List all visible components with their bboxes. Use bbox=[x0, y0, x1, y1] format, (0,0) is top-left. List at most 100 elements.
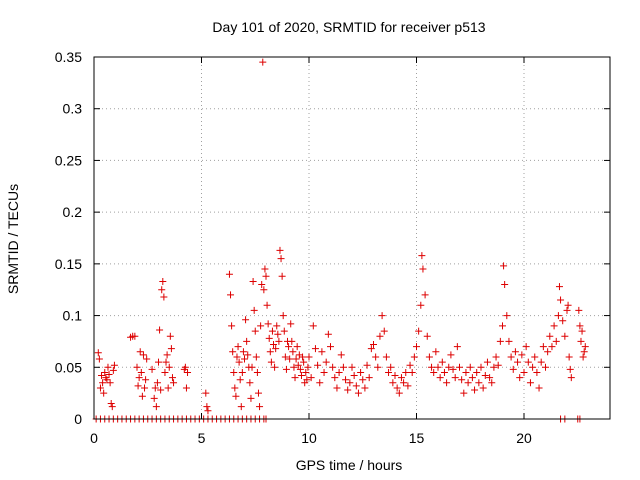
data-point bbox=[440, 368, 448, 376]
data-point bbox=[550, 322, 558, 330]
data-point bbox=[156, 326, 164, 334]
data-point bbox=[335, 368, 343, 376]
data-point bbox=[492, 353, 500, 361]
y-tick-label: 0.3 bbox=[63, 101, 83, 117]
data-point bbox=[181, 363, 189, 371]
data-point bbox=[305, 353, 313, 361]
data-point bbox=[460, 389, 468, 397]
data-point bbox=[110, 361, 118, 369]
data-point bbox=[354, 389, 362, 397]
data-point bbox=[413, 343, 420, 351]
data-point bbox=[281, 353, 289, 361]
data-point bbox=[533, 368, 541, 376]
data-point bbox=[204, 407, 212, 415]
data-point bbox=[253, 368, 261, 376]
data-point bbox=[228, 322, 236, 330]
data-point bbox=[157, 386, 165, 394]
data-point bbox=[372, 353, 380, 361]
data-point bbox=[576, 322, 584, 330]
data-point bbox=[561, 332, 569, 340]
data-point bbox=[352, 382, 360, 390]
data-point bbox=[184, 368, 192, 376]
data-point bbox=[275, 337, 283, 345]
data-point bbox=[160, 293, 168, 301]
data-point bbox=[578, 327, 586, 335]
y-tick-label: 0.05 bbox=[55, 359, 82, 375]
plot-frame bbox=[93, 56, 611, 420]
data-point bbox=[466, 363, 474, 371]
data-point bbox=[438, 358, 446, 366]
data-point bbox=[280, 327, 288, 335]
data-point bbox=[473, 368, 481, 376]
data-point bbox=[233, 353, 241, 361]
data-point bbox=[292, 355, 300, 363]
data-point bbox=[494, 361, 502, 369]
data-point bbox=[316, 379, 324, 387]
data-point bbox=[260, 286, 268, 294]
data-point bbox=[445, 363, 453, 371]
y-tick-label: 0.35 bbox=[55, 49, 82, 65]
data-point bbox=[363, 361, 371, 369]
x-tick-label: 10 bbox=[301, 430, 317, 446]
data-point bbox=[434, 363, 442, 371]
data-point bbox=[499, 322, 506, 330]
data-point bbox=[400, 379, 408, 387]
data-point bbox=[250, 306, 258, 314]
data-point bbox=[254, 389, 262, 397]
data-point bbox=[402, 368, 410, 376]
data-point bbox=[564, 301, 572, 309]
data-point bbox=[575, 306, 583, 314]
data-point bbox=[380, 327, 388, 335]
data-point bbox=[232, 392, 240, 400]
data-point bbox=[511, 348, 519, 356]
data-point bbox=[148, 365, 156, 373]
data-point bbox=[138, 392, 146, 400]
data-point bbox=[449, 365, 457, 373]
data-point bbox=[256, 403, 264, 411]
data-point bbox=[251, 327, 259, 335]
data-point bbox=[329, 363, 337, 371]
data-point bbox=[267, 358, 275, 366]
data-point bbox=[162, 358, 170, 366]
data-point bbox=[526, 379, 534, 387]
data-point bbox=[539, 343, 547, 351]
data-point bbox=[333, 384, 341, 392]
data-point bbox=[542, 363, 549, 371]
data-point bbox=[488, 379, 496, 387]
data-point bbox=[346, 379, 354, 387]
data-point bbox=[451, 374, 459, 382]
data-point bbox=[107, 399, 115, 407]
data-point bbox=[376, 332, 384, 340]
x-tick-label: 15 bbox=[409, 430, 425, 446]
data-point bbox=[342, 376, 350, 384]
data-point bbox=[565, 353, 573, 361]
data-point bbox=[234, 343, 242, 351]
data-point bbox=[421, 291, 429, 299]
data-point bbox=[475, 379, 483, 387]
data-point bbox=[286, 355, 294, 363]
data-point bbox=[151, 384, 159, 392]
data-point bbox=[566, 365, 574, 373]
y-tick-label: 0 bbox=[74, 411, 82, 427]
data-point bbox=[142, 376, 150, 384]
data-point bbox=[288, 337, 296, 345]
data-point bbox=[137, 368, 145, 376]
y-axis-label: SRMTID / TECUs bbox=[5, 184, 21, 294]
data-point bbox=[348, 363, 356, 371]
data-point bbox=[139, 351, 147, 359]
data-point bbox=[580, 348, 588, 356]
data-point bbox=[274, 330, 282, 338]
data-point bbox=[268, 327, 276, 335]
data-point bbox=[520, 368, 528, 376]
data-point bbox=[344, 386, 352, 394]
data-point bbox=[296, 365, 304, 373]
data-point bbox=[165, 363, 173, 371]
data-point bbox=[94, 349, 102, 357]
data-point bbox=[168, 374, 176, 382]
data-point bbox=[152, 403, 160, 411]
data-point bbox=[133, 363, 141, 371]
data-point bbox=[304, 363, 312, 371]
y-tick-label: 0.25 bbox=[55, 152, 82, 168]
data-point bbox=[272, 345, 280, 353]
